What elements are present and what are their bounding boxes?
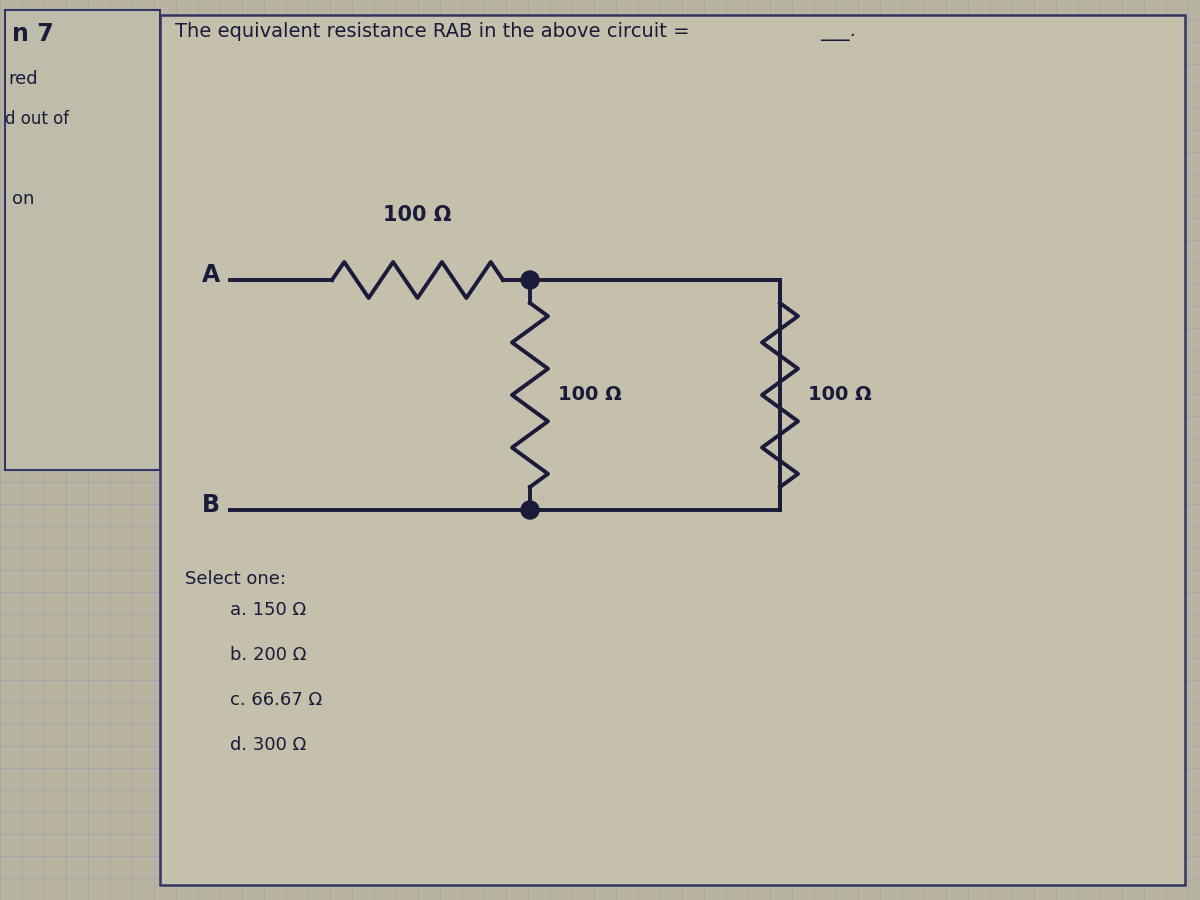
Text: ___.: ___. bbox=[820, 22, 856, 41]
Text: B: B bbox=[202, 493, 220, 517]
FancyBboxPatch shape bbox=[5, 10, 160, 470]
Text: red: red bbox=[8, 70, 37, 88]
FancyBboxPatch shape bbox=[160, 15, 1186, 885]
Text: 100 Ω: 100 Ω bbox=[558, 385, 622, 404]
Text: n 7: n 7 bbox=[12, 22, 54, 46]
Text: 100 Ω: 100 Ω bbox=[383, 205, 451, 225]
Text: The equivalent resistance RAB in the above circuit =: The equivalent resistance RAB in the abo… bbox=[175, 22, 690, 41]
Text: d out of: d out of bbox=[5, 110, 70, 128]
Text: a. 150 Ω: a. 150 Ω bbox=[230, 601, 306, 619]
Text: c. 66.67 Ω: c. 66.67 Ω bbox=[230, 691, 322, 709]
Text: b. 200 Ω: b. 200 Ω bbox=[230, 646, 306, 664]
Circle shape bbox=[521, 501, 539, 519]
Text: 100 Ω: 100 Ω bbox=[808, 385, 871, 404]
Text: on: on bbox=[12, 190, 35, 208]
Text: A: A bbox=[202, 263, 220, 287]
Text: Select one:: Select one: bbox=[185, 570, 286, 588]
Text: d. 300 Ω: d. 300 Ω bbox=[230, 736, 306, 754]
Circle shape bbox=[521, 271, 539, 289]
